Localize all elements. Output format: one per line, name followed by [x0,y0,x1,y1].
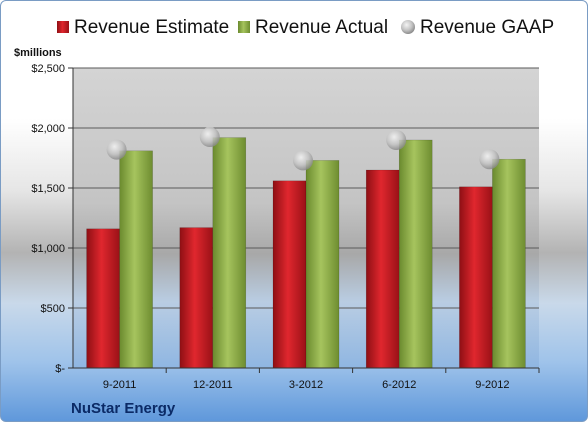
legend-swatch-estimate [57,21,69,33]
y-tick-label: $2,500 [31,63,65,75]
legend-swatch-actual [238,21,250,33]
y-tick-label: $500 [41,303,65,315]
y-tick-label: $2,000 [31,123,65,135]
bar-revenue-actual [398,139,433,369]
x-tick-label: 6-2012 [382,379,416,391]
gaap-markers-layer [106,127,500,171]
x-tick-label: 3-2012 [289,379,323,391]
marker-revenue-gaap [199,127,220,147]
y-tick-label: $1,500 [31,183,65,195]
legend-label-actual: Revenue Actual [255,17,388,38]
y-tick-label: $1,000 [31,243,65,255]
x-tick-label: 9-2011 [103,379,136,391]
company-name: NuStar Energy [71,400,176,417]
y-axis: $- $500 $1,000 $1,500 $2,000 $2,500 [31,63,74,375]
legend: Revenue Estimate Revenue Actual Revenue … [57,17,554,38]
bar-revenue-actual [119,150,153,369]
x-tick-label: 12-2011 [193,379,233,391]
bar-revenue-actual [212,137,247,369]
marker-revenue-gaap [386,130,407,150]
bar-revenue-estimate [179,227,214,369]
y-axis-unit-label: $millions [14,47,62,59]
bar-revenue-estimate [272,180,307,369]
y-tick-label: $- [55,363,65,375]
marker-revenue-gaap [106,139,127,160]
bar-revenue-actual [492,158,526,369]
legend-label-estimate: Revenue Estimate [74,17,229,38]
bar-revenue-actual [305,160,340,369]
bar-revenue-estimate [86,228,120,369]
legend-label-gaap: Revenue GAAP [420,17,554,38]
bars-layer [86,137,526,369]
legend-marker-gaap [401,20,415,34]
marker-revenue-gaap [293,150,313,171]
x-tick-label: 9-2012 [475,379,509,391]
bar-revenue-estimate [365,169,400,369]
x-axis: 9-2011 12-2011 3-2012 6-2012 9-2012 [73,367,540,391]
bar-revenue-estimate [459,186,493,369]
marker-revenue-gaap [479,149,500,170]
